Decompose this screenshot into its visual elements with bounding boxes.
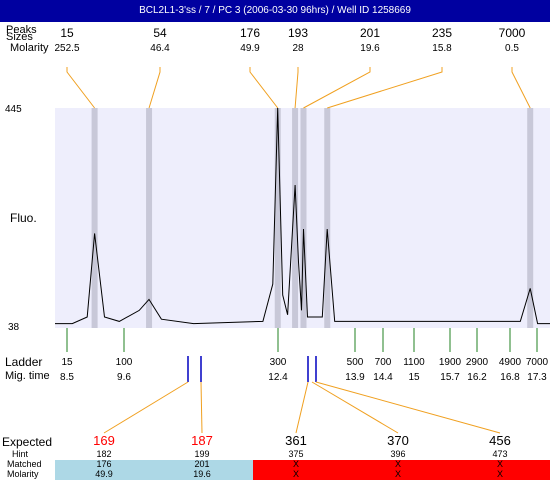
matched-size-label: X xyxy=(394,459,401,469)
window-title: BCL2L1-3'ss / 7 / PC 3 (2006-03-30 96hrs… xyxy=(0,0,550,22)
ladder-time-label: 17.3 xyxy=(527,372,547,383)
matched-size-label: 201 xyxy=(194,459,210,469)
matched-fail-cell xyxy=(253,460,550,480)
peak-size-label: 201 xyxy=(359,26,381,40)
peak-molarity-label: 49.9 xyxy=(240,43,260,54)
peak-size-label: 7000 xyxy=(498,26,526,40)
expected-leader-line xyxy=(311,381,399,434)
peak-band xyxy=(300,108,307,328)
peak-size-label: 193 xyxy=(287,26,309,40)
ladder-time-label: 15 xyxy=(408,372,420,383)
expected-leader-line xyxy=(315,381,501,434)
ladder-size-label: 1900 xyxy=(438,357,462,368)
peak-leader-line xyxy=(303,67,371,109)
matched-size-label: X xyxy=(292,459,299,469)
peak-band xyxy=(91,108,98,328)
matched-molarity-label: X xyxy=(496,469,503,479)
matched-molarity-label: X xyxy=(394,469,401,479)
expected-leader-line xyxy=(295,381,309,434)
expected-size-label: 456 xyxy=(489,433,511,448)
peak-molarity-label: 19.6 xyxy=(360,43,380,54)
ladder-time-label: 9.6 xyxy=(117,372,131,383)
peak-leader-line xyxy=(66,67,95,109)
hint-size-label: 473 xyxy=(492,449,508,459)
matched-molarity-label: 49.9 xyxy=(95,469,113,479)
hint-size-label: 396 xyxy=(390,449,406,459)
y-max-tick: 445 xyxy=(5,104,22,115)
ladder-size-label: 15 xyxy=(61,357,73,368)
expected-row-label: Expected xyxy=(2,435,53,449)
peak-leader-line xyxy=(511,67,531,109)
peak-size-label: 235 xyxy=(431,26,453,40)
ladder-size-label: 100 xyxy=(115,357,133,368)
peaks-row-label: Peaks xyxy=(6,24,37,36)
peak-band xyxy=(324,108,331,328)
y-axis-label: Fluo. xyxy=(10,211,37,225)
ladder-time-label: 13.9 xyxy=(345,372,365,383)
expected-size-label: 361 xyxy=(285,433,307,448)
hint-row-label: Hint xyxy=(12,449,29,459)
ladder-time-label: 16.8 xyxy=(500,372,520,383)
sizes-row-label: Sizes xyxy=(6,31,33,43)
ladder-time-label: 16.2 xyxy=(467,372,487,383)
peak-size-label: 54 xyxy=(153,26,167,40)
expected-leader-line xyxy=(200,381,203,434)
expected-size-label: 169 xyxy=(93,433,115,448)
fluorescence-trace xyxy=(55,107,550,325)
ladder-size-label: 2900 xyxy=(465,357,489,368)
ladder-size-label: 1100 xyxy=(403,357,425,368)
expected-size-label: 187 xyxy=(191,433,213,448)
matched-size-label: X xyxy=(496,459,503,469)
ladder-size-label: 500 xyxy=(346,357,364,368)
ladder-size-label: 300 xyxy=(269,357,287,368)
ladder-time-label: 14.4 xyxy=(373,372,393,383)
ladder-time-label: 12.4 xyxy=(268,372,288,383)
peak-molarity-label: 0.5 xyxy=(505,43,519,54)
molarity-row-label: Molarity xyxy=(10,42,49,54)
peak-molarity-label: 15.8 xyxy=(432,43,452,54)
hint-size-label: 182 xyxy=(96,449,112,459)
peak-leader-line xyxy=(148,67,161,109)
peak-molarity-label: 252.5 xyxy=(54,43,80,54)
peak-molarity-label: 46.4 xyxy=(150,43,170,54)
matched-molarity-label: 19.6 xyxy=(193,469,211,479)
matched-size-label: 176 xyxy=(96,459,112,469)
peak-leader-line xyxy=(294,67,299,109)
y-min-tick: 38 xyxy=(8,322,20,333)
ladder-time-label: 8.5 xyxy=(60,372,74,383)
peak-size-label: 15 xyxy=(60,26,74,40)
matched-molarity-label: X xyxy=(292,469,299,479)
expected-size-label: 370 xyxy=(387,433,409,448)
peak-molarity-label: 28 xyxy=(292,43,304,54)
peak-leader-line xyxy=(249,67,279,109)
matched-ok-cell xyxy=(55,460,253,480)
ladder-size-label: 700 xyxy=(374,357,392,368)
peak-leader-line xyxy=(327,67,443,109)
expected-leader-line xyxy=(103,381,189,434)
molarity-bottom-label: Molarity xyxy=(7,469,39,479)
ladder-size-label: 7000 xyxy=(525,357,549,368)
peak-band xyxy=(527,108,534,328)
peak-band xyxy=(292,108,299,328)
mig-time-row-label: Mig. time xyxy=(5,370,50,382)
hint-size-label: 375 xyxy=(288,449,304,459)
peak-band xyxy=(274,108,281,328)
matched-row-label: Matched xyxy=(7,459,42,469)
peak-band xyxy=(146,108,153,328)
ladder-row-label: Ladder xyxy=(5,355,43,369)
ladder-time-label: 15.7 xyxy=(440,372,460,383)
ladder-size-label: 4900 xyxy=(498,357,522,368)
hint-size-label: 199 xyxy=(194,449,210,459)
peak-size-label: 176 xyxy=(239,26,261,40)
